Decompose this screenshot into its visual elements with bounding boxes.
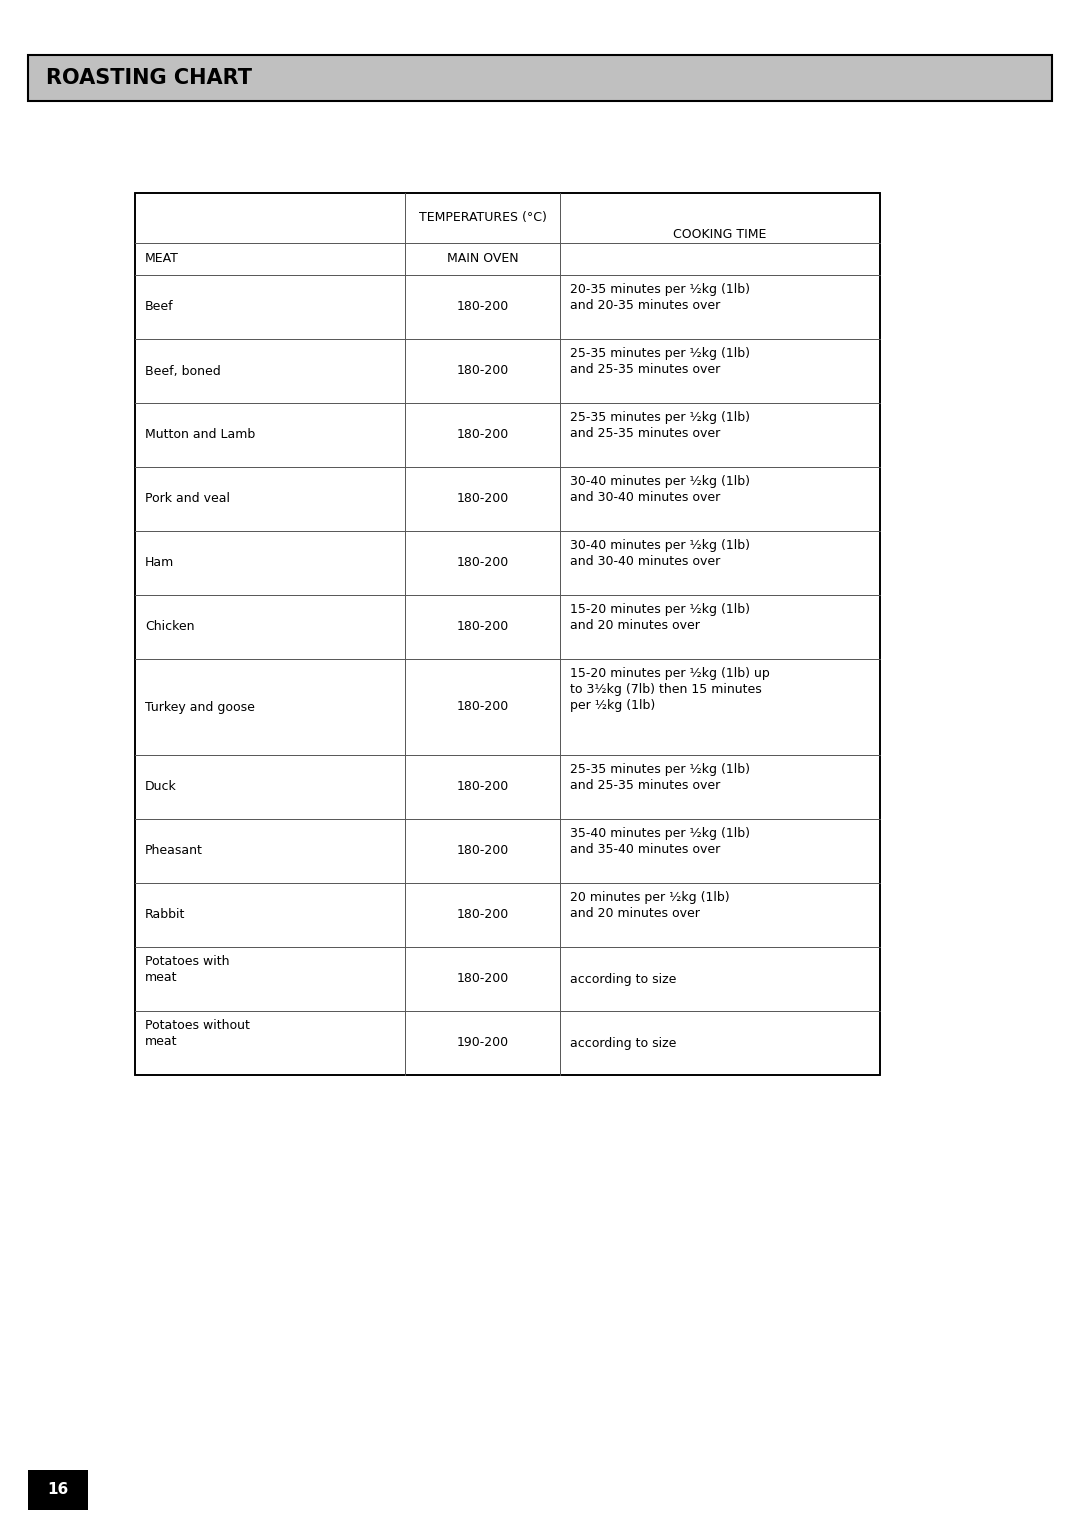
Text: COOKING TIME: COOKING TIME: [673, 228, 767, 240]
Text: 180-200: 180-200: [457, 972, 509, 986]
Bar: [28, 1470, 87, 1510]
Text: 25-35 minutes per ½kg (1lb): 25-35 minutes per ½kg (1lb): [570, 762, 750, 776]
Text: 15-20 minutes per ½kg (1lb): 15-20 minutes per ½kg (1lb): [570, 604, 750, 616]
Text: meat: meat: [145, 970, 177, 984]
Bar: [135, 193, 880, 1076]
Text: per ½kg (1lb): per ½kg (1lb): [570, 698, 656, 712]
Text: and 20 minutes over: and 20 minutes over: [570, 619, 700, 633]
Text: Rabbit: Rabbit: [145, 909, 186, 921]
Text: meat: meat: [145, 1034, 177, 1048]
Text: and 35-40 minutes over: and 35-40 minutes over: [570, 843, 720, 856]
Text: 180-200: 180-200: [457, 620, 509, 634]
Text: and 30-40 minutes over: and 30-40 minutes over: [570, 490, 720, 504]
Text: Beef: Beef: [145, 301, 174, 313]
Text: MAIN OVEN: MAIN OVEN: [447, 252, 518, 266]
Text: 180-200: 180-200: [457, 845, 509, 857]
Text: and 30-40 minutes over: and 30-40 minutes over: [570, 555, 720, 568]
Text: Pheasant: Pheasant: [145, 845, 203, 857]
Text: 20-35 minutes per ½kg (1lb): 20-35 minutes per ½kg (1lb): [570, 283, 750, 296]
Text: Ham: Ham: [145, 556, 174, 570]
Text: 30-40 minutes per ½kg (1lb): 30-40 minutes per ½kg (1lb): [570, 539, 750, 552]
Text: and 25-35 minutes over: and 25-35 minutes over: [570, 364, 720, 376]
Text: and 25-35 minutes over: and 25-35 minutes over: [570, 779, 720, 792]
Text: 180-200: 180-200: [457, 365, 509, 377]
Text: 180-200: 180-200: [457, 492, 509, 506]
Text: 180-200: 180-200: [457, 909, 509, 921]
Text: Potatoes with: Potatoes with: [145, 955, 229, 969]
Text: 190-200: 190-200: [457, 1036, 509, 1050]
Text: to 3½kg (7lb) then 15 minutes: to 3½kg (7lb) then 15 minutes: [570, 683, 761, 695]
Text: 30-40 minutes per ½kg (1lb): 30-40 minutes per ½kg (1lb): [570, 475, 750, 487]
Text: Potatoes without: Potatoes without: [145, 1019, 249, 1031]
Text: 180-200: 180-200: [457, 556, 509, 570]
Text: according to size: according to size: [570, 972, 676, 986]
Text: Mutton and Lamb: Mutton and Lamb: [145, 428, 255, 442]
Text: Pork and veal: Pork and veal: [145, 492, 230, 506]
Text: 16: 16: [48, 1482, 69, 1497]
Text: according to size: according to size: [570, 1036, 676, 1050]
Text: 15-20 minutes per ½kg (1lb) up: 15-20 minutes per ½kg (1lb) up: [570, 668, 770, 680]
Text: 25-35 minutes per ½kg (1lb): 25-35 minutes per ½kg (1lb): [570, 411, 750, 423]
Text: Chicken: Chicken: [145, 620, 194, 634]
Text: Beef, boned: Beef, boned: [145, 365, 220, 377]
Text: and 20 minutes over: and 20 minutes over: [570, 908, 700, 920]
Text: 180-200: 180-200: [457, 301, 509, 313]
Text: 35-40 minutes per ½kg (1lb): 35-40 minutes per ½kg (1lb): [570, 827, 750, 840]
Text: TEMPERATURES (°C): TEMPERATURES (°C): [419, 211, 546, 225]
Text: Turkey and goose: Turkey and goose: [145, 700, 255, 714]
Text: ROASTING CHART: ROASTING CHART: [46, 69, 252, 89]
Text: MEAT: MEAT: [145, 252, 179, 266]
Text: 180-200: 180-200: [457, 781, 509, 793]
Text: and 20-35 minutes over: and 20-35 minutes over: [570, 299, 720, 312]
Text: 180-200: 180-200: [457, 700, 509, 714]
Text: and 25-35 minutes over: and 25-35 minutes over: [570, 426, 720, 440]
Text: 180-200: 180-200: [457, 428, 509, 442]
Text: 20 minutes per ½kg (1lb): 20 minutes per ½kg (1lb): [570, 891, 730, 905]
Text: 25-35 minutes per ½kg (1lb): 25-35 minutes per ½kg (1lb): [570, 347, 750, 361]
Bar: [135, 193, 880, 1076]
Bar: [28, 55, 1052, 101]
Text: Duck: Duck: [145, 781, 177, 793]
